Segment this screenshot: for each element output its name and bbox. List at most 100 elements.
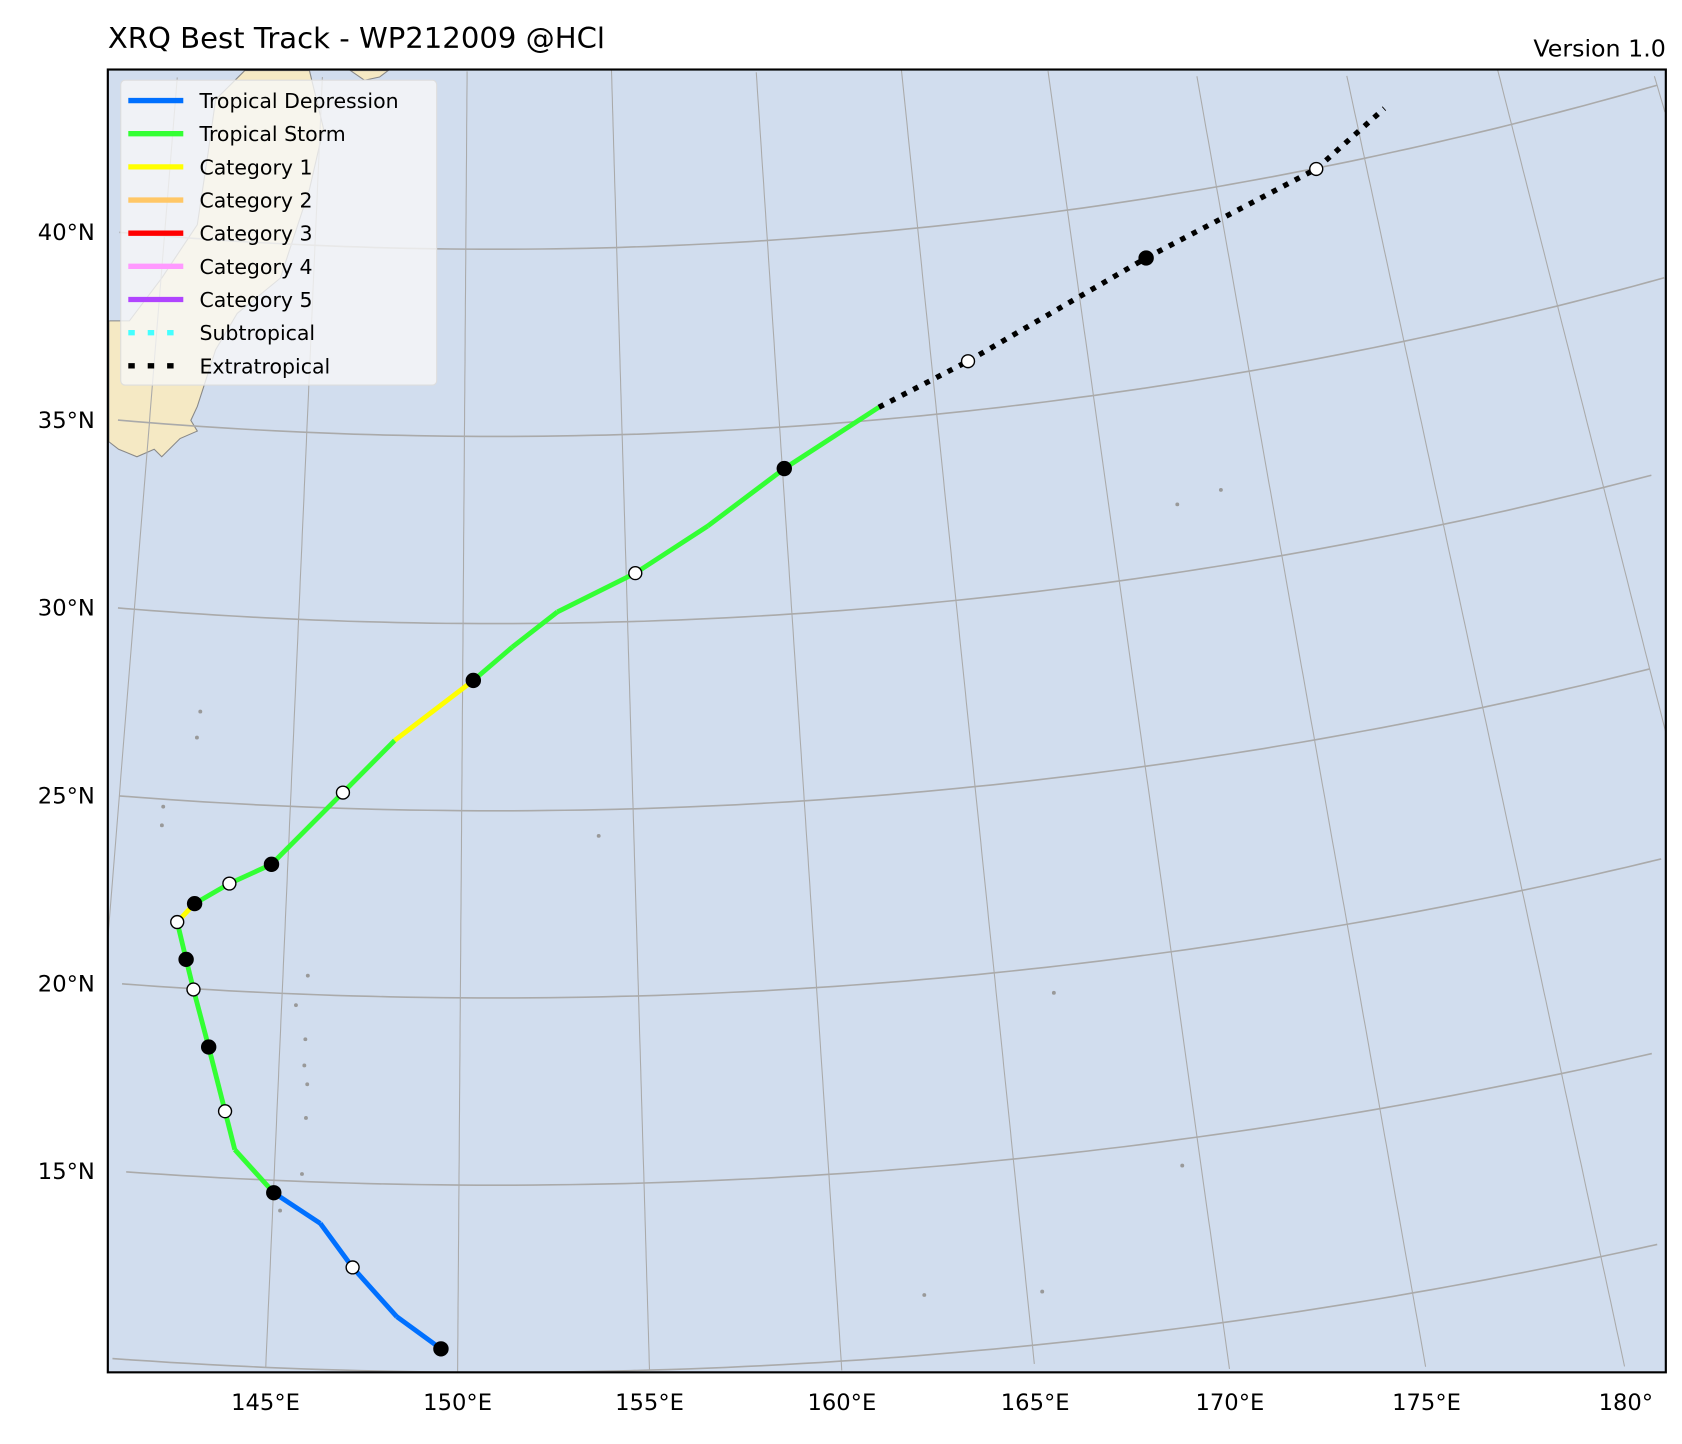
lon-tick-labels: 145°E 150°E 155°E 160°E 165°E 170°E 175°E 180° bbox=[231, 1390, 1653, 1416]
parallel-line bbox=[126, 1052, 1652, 1186]
track-segment bbox=[633, 524, 710, 576]
track-point-12z bbox=[1309, 161, 1324, 177]
lat-tick-label: 25°N bbox=[38, 784, 95, 810]
track-point-12z bbox=[628, 566, 643, 581]
track-point-12z bbox=[345, 1260, 360, 1275]
island bbox=[1040, 1289, 1045, 1294]
track-point-00z bbox=[433, 1341, 449, 1357]
track-segment bbox=[1144, 166, 1318, 261]
track-point-12z bbox=[186, 982, 201, 997]
meridian-line bbox=[1653, 76, 1666, 113]
meridian-line bbox=[755, 72, 843, 1371]
meridian-line bbox=[900, 69, 1035, 1364]
legend-label: Extratropical bbox=[199, 354, 330, 378]
meridian-line bbox=[1196, 76, 1427, 1367]
track-segment bbox=[393, 678, 475, 743]
lat-tick-label: 30°N bbox=[38, 596, 95, 622]
island bbox=[194, 735, 199, 740]
track-segment bbox=[966, 255, 1148, 364]
lat-tick-label: 35°N bbox=[38, 408, 95, 434]
map-frame bbox=[106, 68, 1667, 1374]
legend-label: Category 4 bbox=[199, 255, 312, 279]
track-point-00z bbox=[200, 1039, 217, 1055]
meridian-line bbox=[1497, 69, 1666, 733]
lat-tick-label: 40°N bbox=[38, 220, 95, 246]
version-label: Version 1.0 bbox=[1533, 35, 1665, 63]
track-point-00z bbox=[1138, 250, 1154, 266]
track-segment bbox=[206, 1046, 228, 1112]
legend-label: Category 3 bbox=[199, 222, 312, 246]
track-point-12z bbox=[960, 354, 976, 369]
track-point-00z bbox=[465, 672, 482, 689]
track-segment bbox=[228, 862, 273, 886]
meridian-line bbox=[1047, 70, 1231, 1369]
track-point-12z bbox=[170, 914, 185, 930]
track-segment bbox=[782, 405, 881, 471]
track-segment bbox=[232, 1148, 276, 1195]
track-segment bbox=[191, 988, 212, 1048]
track-segment bbox=[471, 645, 514, 683]
lat-tick-label: 15°N bbox=[38, 1159, 95, 1185]
track-point-00z bbox=[266, 1185, 282, 1201]
track-segment bbox=[510, 610, 559, 650]
island bbox=[304, 1116, 308, 1120]
chart-title: XRQ Best Track - WP212009 @HCl bbox=[108, 21, 605, 55]
track-markers bbox=[170, 161, 1324, 1357]
lat-tick-label: 20°N bbox=[38, 971, 95, 997]
track-point-00z bbox=[178, 951, 194, 968]
island bbox=[596, 833, 601, 838]
lon-tick-label: 145°E bbox=[231, 1390, 300, 1416]
lon-tick-label: 170°E bbox=[1196, 1390, 1265, 1416]
track-segment bbox=[556, 571, 637, 615]
small-islands bbox=[159, 487, 1223, 1297]
track-point-00z bbox=[263, 856, 280, 872]
island bbox=[302, 1063, 307, 1068]
parallel-line bbox=[119, 668, 1650, 812]
lon-tick-label: 175°E bbox=[1392, 1390, 1461, 1416]
lon-tick-label: 150°E bbox=[423, 1390, 492, 1416]
island bbox=[305, 973, 310, 978]
island bbox=[1175, 502, 1180, 507]
legend: Tropical Depression Tropical Storm Categor… bbox=[120, 79, 438, 386]
track-point-12z bbox=[335, 785, 351, 800]
legend-label: Subtropical bbox=[199, 321, 315, 345]
island bbox=[198, 709, 203, 714]
legend-label: Category 2 bbox=[199, 189, 312, 213]
meridian-line bbox=[1346, 75, 1626, 1367]
lon-tick-label: 160°E bbox=[807, 1390, 876, 1416]
track-segment bbox=[350, 1265, 399, 1319]
island bbox=[159, 823, 164, 828]
track-segment bbox=[341, 738, 397, 795]
meridian-line bbox=[457, 71, 468, 1373]
island bbox=[161, 804, 166, 809]
parallel-line bbox=[117, 277, 1665, 438]
track-segment bbox=[1314, 106, 1387, 171]
parallel-line bbox=[117, 474, 1652, 625]
island bbox=[305, 1082, 310, 1087]
legend-label: Category 5 bbox=[199, 288, 312, 312]
track-segment bbox=[395, 1314, 443, 1351]
track-point-00z bbox=[186, 895, 203, 912]
legend-label: Category 1 bbox=[199, 155, 312, 179]
island bbox=[303, 1037, 308, 1042]
track-segment bbox=[269, 790, 345, 867]
track-segment bbox=[877, 358, 970, 410]
track-segment bbox=[706, 466, 786, 529]
parallel-line bbox=[121, 858, 1662, 999]
island bbox=[294, 1003, 298, 1008]
lon-tick-label: 180° bbox=[1599, 1390, 1654, 1416]
track-segment bbox=[272, 1190, 322, 1226]
meridian-line bbox=[610, 69, 651, 1371]
island bbox=[1051, 990, 1056, 995]
legend-box bbox=[120, 79, 438, 386]
track-point-12z bbox=[217, 1104, 233, 1119]
island bbox=[922, 1293, 927, 1297]
storm-track bbox=[174, 106, 1387, 1351]
lon-tick-label: 155°E bbox=[615, 1390, 684, 1416]
island bbox=[1180, 1163, 1185, 1168]
island bbox=[1218, 487, 1223, 492]
legend-label: Tropical Storm bbox=[198, 122, 345, 146]
track-point-00z bbox=[776, 460, 792, 477]
track-point-12z bbox=[222, 876, 237, 891]
